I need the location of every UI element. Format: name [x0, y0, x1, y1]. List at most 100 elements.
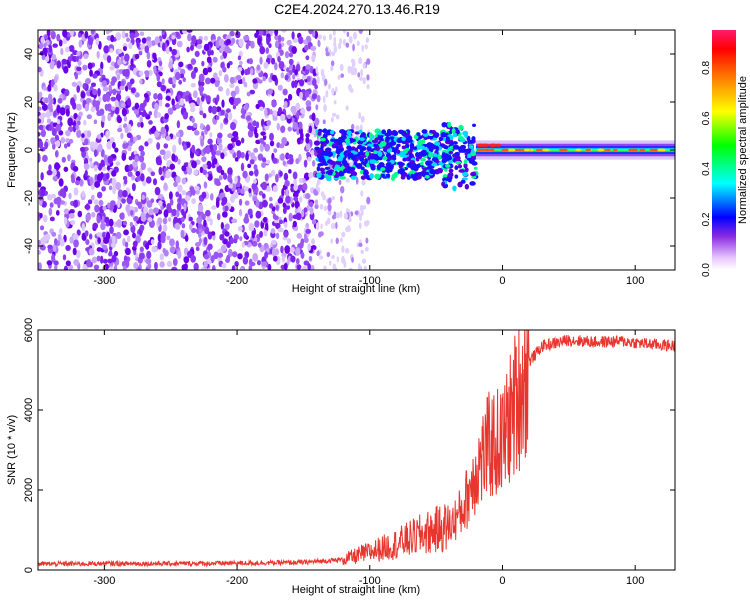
spectrogram-noise-cell — [114, 106, 120, 115]
spectrogram-noise-cell — [187, 33, 192, 42]
spectrogram-noise-cell — [165, 135, 171, 141]
spectrogram-noise-cell — [93, 119, 98, 125]
spectrogram-noise-cell — [297, 184, 304, 191]
spectrogram-noise-cell — [279, 171, 283, 177]
spectrogram-noise-cell — [153, 207, 159, 214]
spectrogram-signal-cell — [355, 163, 361, 168]
spectrogram-noise-cell — [238, 198, 243, 206]
spectrogram-noise-cell — [216, 94, 220, 103]
spectrogram-noise-cell — [283, 100, 288, 108]
spectrogram-noise-cell — [194, 150, 199, 156]
spectrogram-noise-cell — [72, 165, 79, 172]
spectrogram-noise-cell — [97, 88, 101, 97]
spectrogram-noise-cell — [76, 51, 81, 56]
spectrogram-noise-cell — [124, 85, 129, 92]
spectrogram-noise-cell — [291, 31, 295, 40]
spectrogram-noise-cell — [87, 62, 93, 70]
spectrogram-noise-cell — [280, 153, 285, 161]
spectrogram-signal-cell — [428, 153, 434, 158]
spectrogram-noise-cell — [310, 45, 317, 52]
spectrogram-signal-cell — [459, 144, 467, 150]
spectrogram-noise-cell — [246, 91, 251, 97]
spectrogram-noise-cell — [189, 186, 195, 193]
spectrogram-noise-cell — [63, 208, 70, 215]
spectrogram-noise-cell — [100, 171, 104, 178]
spectrogram-noise-cell — [175, 240, 180, 249]
spectrogram-noise-cell — [247, 66, 251, 75]
spectrogram-noise-cell — [250, 40, 255, 49]
spectrogram-noise-cell — [154, 36, 160, 45]
spectrogram-noise-cell — [126, 197, 133, 205]
spectrogram-noise-cell — [78, 39, 83, 48]
spectrogram-noise-cell — [278, 61, 285, 70]
spectrogram-noise-cell — [126, 97, 131, 106]
spectrogram-signal-cell — [396, 137, 403, 144]
spectrogram-noise-cell — [199, 123, 204, 130]
spectrogram-noise-cell — [152, 52, 157, 60]
spectrogram-signal-cell — [372, 150, 377, 155]
spectrogram-noise-cell — [217, 252, 224, 258]
spectrogram-noise-cell — [247, 130, 254, 138]
spectrogram-noise-cell — [63, 166, 69, 172]
spectrogram-noise-cell — [143, 93, 149, 99]
spectrogram-noise-cell — [47, 244, 53, 250]
spectrogram-signal-cell — [437, 154, 442, 160]
spectrogram-noise-cell — [202, 67, 209, 76]
spectrogram-noise-cell — [220, 109, 225, 116]
spectrogram-noise-cell — [133, 262, 139, 270]
spectrogram-noise-cell — [331, 254, 335, 259]
spectrogram-noise-cell — [181, 223, 186, 229]
spectrogram-noise-cell — [96, 255, 101, 262]
spectrogram-noise-cell — [61, 156, 66, 163]
spectrogram-noise-cell — [191, 35, 197, 44]
spectrogram-noise-cell — [93, 264, 100, 270]
spectrogram-noise-cell — [307, 263, 311, 270]
spectrogram-noise-cell — [103, 237, 110, 244]
spectrogram-noise-cell — [267, 263, 272, 270]
spectrogram-signal-cell — [415, 156, 420, 162]
spectrogram-noise-cell — [261, 261, 268, 267]
spectrogram-noise-cell — [251, 182, 257, 191]
spectrogram-noise-cell — [335, 237, 339, 245]
spectrogram-signal-cell — [458, 169, 466, 173]
spectrogram-noise-cell — [84, 204, 91, 210]
spectrogram-noise-cell — [110, 200, 116, 207]
spectrogram-noise-cell — [261, 157, 267, 163]
spectrogram-signal-cell — [457, 136, 464, 141]
spectrogram-noise-cell — [134, 102, 140, 110]
spectrogram-signal-cell — [331, 144, 336, 149]
spectrogram-noise-cell — [244, 251, 250, 259]
spectrogram-noise-cell — [272, 185, 278, 193]
spectrogram-noise-cell — [358, 30, 363, 34]
spectrogram-noise-cell — [111, 141, 116, 149]
spectrogram-signal-cell — [320, 137, 326, 142]
spectrogram-noise-cell — [51, 253, 56, 263]
spectrogram-noise-cell — [162, 247, 167, 254]
spectrogram-noise-cell — [286, 39, 292, 46]
spectrogram-noise-cell — [112, 235, 116, 245]
spectrogram-noise-cell — [210, 49, 214, 56]
spectrogram-noise-cell — [190, 82, 196, 88]
spectrogram-noise-cell — [168, 191, 173, 201]
spectrogram-signal-cell — [471, 136, 476, 142]
spectrogram-noise-cell — [344, 247, 350, 254]
spectrogram-noise-cell — [239, 267, 245, 270]
spectrogram-noise-cell — [184, 195, 191, 202]
spectrogram-noise-cell — [80, 91, 86, 99]
spectrogram-noise-cell — [156, 81, 162, 88]
spectrogram-noise-cell — [135, 170, 141, 177]
spectrogram-noise-cell — [211, 149, 217, 157]
spectrogram-noise-cell — [306, 151, 311, 157]
colorbar-ticks: 0.0 0.2 0.4 0.6 0.8 — [701, 61, 712, 277]
spectrogram-noise-cell — [97, 237, 101, 244]
spectrogram-noise-cell — [280, 72, 285, 79]
spectrogram-signal-cell — [360, 132, 367, 138]
spectrogram-noise-cell — [57, 233, 62, 242]
spectrogram-noise-cell — [259, 143, 264, 152]
spectrogram-noise-cell — [283, 230, 289, 238]
spectrogram-noise-cell — [346, 31, 350, 38]
spectrogram-noise-cell — [151, 245, 158, 253]
spectrogram-noise-cell — [160, 205, 164, 211]
spectrogram-noise-cell — [269, 132, 274, 141]
spectrogram-signal-cell — [442, 177, 449, 182]
